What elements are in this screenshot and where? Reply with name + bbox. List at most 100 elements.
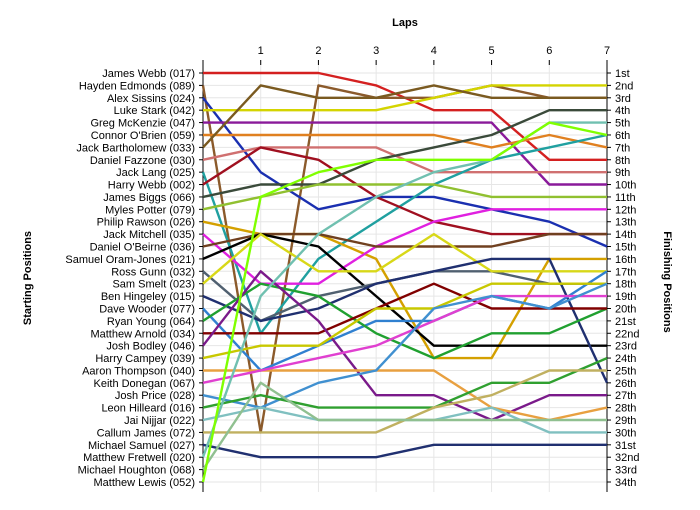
- driver-label: Samuel Oram-Jones (021): [65, 254, 195, 266]
- chart-title: Laps: [392, 17, 418, 29]
- finish-position-label: 33rd: [615, 465, 637, 477]
- driver-position-line: [203, 133, 608, 149]
- x-tick-label: 6: [546, 45, 552, 57]
- driver-position-line: [203, 121, 607, 186]
- driver-label: Ben Hingeley (015): [101, 291, 195, 303]
- driver-position-line: [202, 282, 608, 409]
- driver-label: Daniel O'Beirne (036): [90, 242, 195, 254]
- y-axis-label-left: Starting Positions: [22, 231, 34, 325]
- driver-label: Aaron Thompson (040): [82, 365, 195, 377]
- driver-label: Jack Bartholomew (033): [76, 142, 195, 154]
- finish-position-label: 3rd: [615, 93, 631, 105]
- finish-position-label: 23rd: [615, 341, 637, 353]
- driver-label: Josh Price (028): [115, 390, 195, 402]
- driver-position-line: [202, 270, 607, 422]
- driver-position-line: [202, 257, 609, 384]
- finish-position-label: 7th: [615, 142, 630, 154]
- driver-label: Callum James (072): [97, 427, 195, 439]
- driver-position-line: [202, 97, 608, 248]
- driver-position-line: [202, 443, 607, 459]
- starting-position-labels: James Webb (017)Hayden Edmonds (089)Alex…: [65, 68, 195, 489]
- driver-position-line: [202, 220, 607, 360]
- driver-position-line: [202, 381, 607, 471]
- finish-position-label: 17th: [615, 266, 636, 278]
- driver-label: Ross Gunn (032): [111, 266, 195, 278]
- driver-label: Myles Potter (079): [105, 204, 195, 216]
- driver-position-line: [202, 208, 607, 285]
- finish-position-label: 25th: [615, 365, 636, 377]
- finish-position-label: 29th: [615, 415, 636, 427]
- driver-label: Matthew Arnold (034): [90, 328, 195, 340]
- finish-position-label: 15th: [615, 242, 636, 254]
- driver-label: Philip Rawson (026): [97, 217, 195, 229]
- finish-position-label: 8th: [615, 155, 630, 167]
- series-lines: [201, 71, 609, 483]
- driver-position-line: [202, 108, 607, 199]
- finish-position-label: 12th: [615, 204, 636, 216]
- driver-label: James Biggs (066): [103, 192, 195, 204]
- x-tick-label: 1: [258, 45, 264, 57]
- finish-position-label: 18th: [615, 279, 636, 291]
- finish-position-label: 19th: [615, 291, 636, 303]
- driver-label: Michael Houghton (068): [78, 465, 195, 477]
- finish-position-label: 16th: [615, 254, 636, 266]
- finish-position-label: 31st: [615, 440, 636, 452]
- finish-position-label: 24th: [615, 353, 636, 365]
- finish-position-label: 32nd: [615, 452, 639, 464]
- finish-position-label: 11th: [615, 192, 636, 204]
- driver-label: Matthew Fretwell (020): [83, 452, 195, 464]
- driver-label: Jai Nijjar (022): [124, 415, 195, 427]
- driver-label: Josh Bodley (046): [106, 341, 195, 353]
- x-tick-labels: 1 2 3 4 5 6 7: [258, 45, 610, 57]
- driver-label: Ryan Young (064): [107, 316, 195, 328]
- finish-position-label: 26th: [615, 378, 636, 390]
- finish-position-label: 22nd: [615, 328, 639, 340]
- finishing-position-labels: 1st2nd3rd4th5th6th7th8th9th10th11th12th1…: [615, 68, 639, 489]
- driver-label: Harry Webb (002): [108, 180, 195, 192]
- x-tick-label: 2: [315, 45, 321, 57]
- driver-position-line: [201, 133, 608, 335]
- x-tick-label: 4: [431, 45, 437, 57]
- finish-position-label: 34th: [615, 477, 636, 489]
- driver-position-line: [203, 369, 607, 434]
- driver-label: Connor O'Brien (059): [91, 130, 195, 142]
- x-tick-label: 5: [489, 45, 495, 57]
- finish-position-label: 14th: [615, 229, 636, 241]
- driver-position-line: [201, 121, 608, 483]
- driver-label: Luke Stark (042): [114, 105, 195, 117]
- driver-label: Hayden Edmonds (089): [79, 80, 195, 92]
- driver-label: Harry Campey (039): [95, 353, 195, 365]
- driver-position-line: [203, 84, 607, 112]
- finish-position-label: 6th: [615, 130, 630, 142]
- finish-position-label: 10th: [615, 180, 636, 192]
- driver-label: Sam Smelt (023): [112, 279, 195, 291]
- driver-label: Jack Lang (025): [116, 167, 195, 179]
- finish-position-label: 1st: [615, 68, 630, 80]
- x-tick-label: 7: [604, 45, 610, 57]
- y-axis-label-right: Finishing Positions: [661, 231, 673, 332]
- driver-label: Matthew Lewis (052): [94, 477, 196, 489]
- driver-label: Greg McKenzie (047): [90, 118, 195, 130]
- finish-position-label: 20th: [615, 303, 636, 315]
- driver-position-line: [202, 282, 607, 360]
- driver-position-line: [203, 282, 607, 335]
- finish-position-label: 27th: [615, 390, 636, 402]
- driver-position-line: [202, 356, 608, 409]
- driver-label: Daniel Fazzone (030): [90, 155, 195, 167]
- finish-position-label: 4th: [615, 105, 630, 117]
- x-tick-label: 3: [373, 45, 379, 57]
- driver-label: Michael Samuel (027): [88, 440, 195, 452]
- driver-position-line: [202, 146, 607, 236]
- driver-label: James Webb (017): [102, 68, 195, 80]
- finish-position-label: 30th: [615, 427, 636, 439]
- driver-position-line: [202, 294, 607, 384]
- driver-label: Alex Sissins (024): [107, 93, 195, 105]
- driver-label: Keith Donegan (067): [93, 378, 195, 390]
- driver-position-line: [202, 232, 607, 248]
- driver-position-line: [201, 84, 607, 434]
- finish-position-label: 21st: [615, 316, 636, 328]
- driver-label: Jack Mitchell (035): [103, 229, 195, 241]
- finish-position-label: 9th: [615, 167, 630, 179]
- driver-position-line: [202, 232, 607, 285]
